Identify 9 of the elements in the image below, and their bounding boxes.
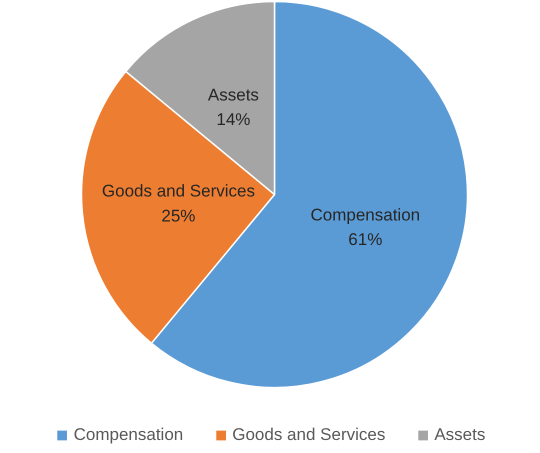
legend-label: Compensation — [74, 425, 184, 445]
data-label: 14% — [216, 110, 250, 130]
data-label: 25% — [161, 206, 196, 226]
legend-label: Assets — [434, 425, 486, 445]
slice-label: Compensation — [310, 205, 420, 224]
data-label: 61% — [348, 230, 382, 250]
legend-label: Goods and Services — [232, 425, 386, 445]
slice-label: Assets — [208, 85, 259, 104]
slice-label: Goods and Services — [102, 182, 255, 201]
